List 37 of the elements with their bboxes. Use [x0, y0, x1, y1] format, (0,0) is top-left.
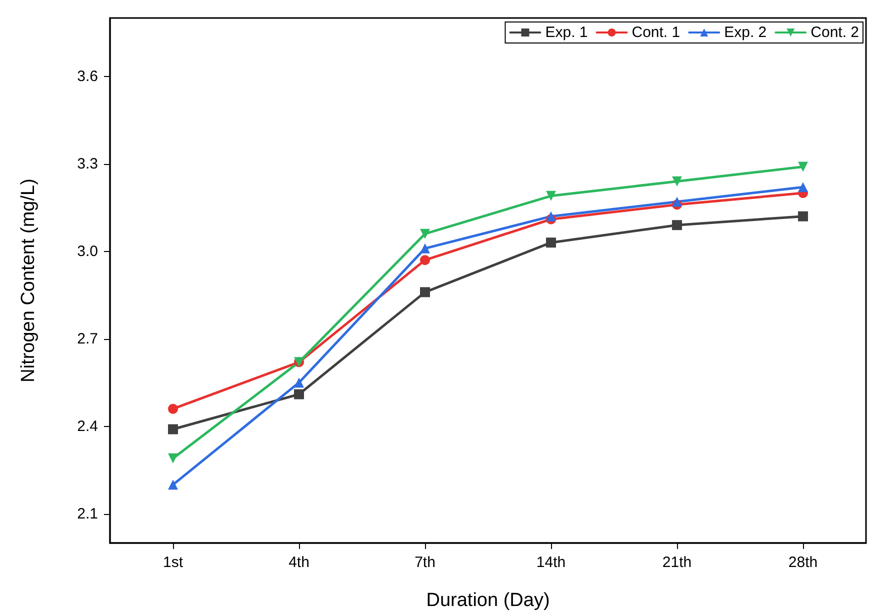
point: [294, 389, 304, 400]
y-axis-title: Nitrogen Content (mg/L): [18, 178, 39, 382]
y-tick-label: 3.0: [77, 242, 98, 260]
y-tick-label: 2.1: [77, 505, 98, 522]
y-tick-label: 3.3: [77, 155, 98, 172]
x-tick-label: 14th: [536, 554, 566, 571]
legend-label: Cont. 1: [632, 24, 680, 41]
point: [798, 211, 808, 222]
point: [672, 176, 682, 186]
point: [168, 404, 178, 414]
point: [546, 190, 556, 201]
point: [798, 162, 808, 172]
x-tick-label: 28th: [788, 554, 818, 571]
y-tick-label: 3.6: [77, 68, 98, 85]
point: [546, 211, 556, 222]
point: [168, 480, 178, 490]
point: [420, 255, 430, 266]
x-tick-label: 7th: [414, 554, 436, 571]
point: [168, 424, 178, 434]
point: [420, 243, 430, 254]
legend-label: Cont. 2: [810, 24, 860, 41]
point: [672, 220, 682, 230]
point: [168, 453, 178, 464]
point: [672, 196, 682, 207]
point: [798, 182, 808, 192]
y-tick-label: 2.7: [77, 330, 98, 348]
x-tick-label: 1st: [162, 554, 184, 571]
point: [546, 238, 556, 248]
y-tick-label: 2.4: [77, 418, 98, 435]
x-axis-title: Duration (Day): [426, 590, 550, 611]
point: [294, 378, 304, 388]
x-tick-label: 4th: [288, 554, 310, 571]
legend-label: Exp. 2: [724, 24, 767, 41]
point: [420, 228, 430, 239]
point: [420, 287, 430, 298]
x-tick-label: 21th: [662, 554, 692, 571]
legend-label: Exp. 1: [545, 24, 588, 41]
